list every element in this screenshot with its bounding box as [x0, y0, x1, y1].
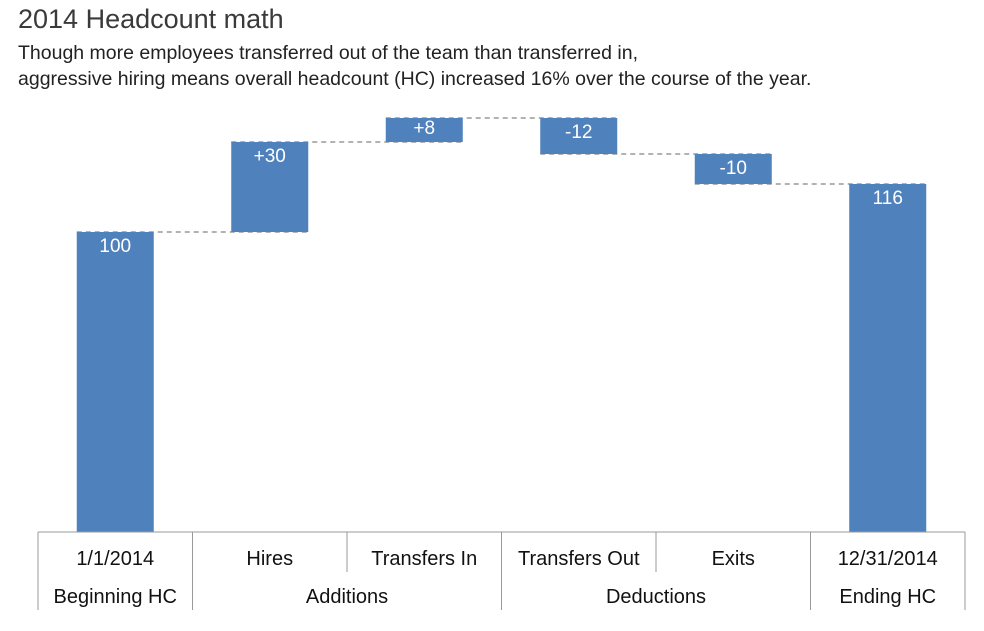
data-label: 116: [873, 188, 903, 209]
category-label: 1/1/2014: [76, 548, 154, 570]
data-label: 100: [99, 236, 131, 257]
bar-exits: [694, 154, 772, 184]
data-label: +30: [254, 146, 286, 167]
group-label: Deductions: [606, 586, 706, 608]
bar-12-31-2014: [849, 184, 927, 532]
group-label: Ending HC: [839, 586, 936, 608]
subtitle-line-2: aggressive hiring means overall headcoun…: [18, 68, 812, 90]
category-label: Hires: [246, 548, 293, 570]
category-label: Transfers Out: [518, 548, 640, 570]
category-label: Transfers In: [371, 548, 477, 570]
bar-1-1-2014: [76, 232, 154, 532]
category-label: 12/31/2014: [838, 548, 938, 570]
bar-hires: [231, 142, 309, 232]
group-label: Beginning HC: [54, 586, 177, 608]
chart-subtitle: Though more employees transferred out of…: [18, 40, 811, 92]
data-label: -10: [720, 158, 747, 179]
subtitle-line-1: Though more employees transferred out of…: [18, 42, 639, 64]
group-label: Additions: [306, 586, 388, 608]
data-label: +8: [413, 118, 435, 139]
bar-transfers-in: [385, 118, 463, 142]
chart-title: 2014 Headcount math: [18, 4, 284, 34]
category-label: Exits: [712, 548, 755, 570]
data-label: -12: [565, 122, 592, 143]
bar-transfers-out: [540, 118, 618, 154]
